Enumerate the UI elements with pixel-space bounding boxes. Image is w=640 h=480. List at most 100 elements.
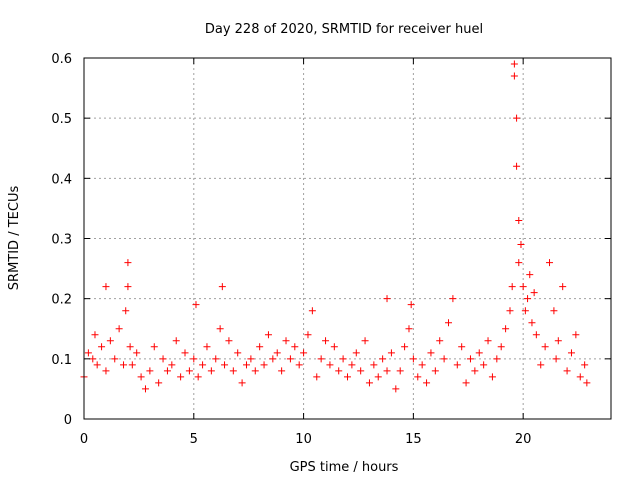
data-point: [506, 307, 514, 315]
data-point: [462, 379, 470, 387]
data-point: [115, 325, 123, 333]
data-point: [126, 343, 134, 351]
data-point: [572, 331, 580, 339]
data-point: [102, 367, 110, 375]
data-point: [163, 367, 171, 375]
data-point: [273, 349, 281, 357]
data-point: [89, 355, 97, 363]
data-point: [423, 379, 431, 387]
data-point: [207, 367, 215, 375]
data-point: [526, 271, 534, 279]
data-point: [229, 367, 237, 375]
axis-ticks: 0 0.1 0.2 0.3 0.4 0.5 0.6 0 5 10 15 20: [51, 52, 611, 447]
data-point: [521, 307, 529, 315]
data-point: [480, 361, 488, 369]
data-point: [466, 355, 474, 363]
x-tick-label: 20: [515, 432, 532, 447]
data-point: [387, 349, 395, 357]
data-point: [513, 162, 521, 170]
data-point: [102, 283, 110, 291]
data-point: [225, 337, 233, 345]
data-point: [407, 301, 415, 309]
data-point: [352, 349, 360, 357]
data-point: [155, 379, 163, 387]
data-point: [475, 349, 483, 357]
data-point: [308, 307, 316, 315]
data-point: [530, 289, 538, 297]
data-point: [445, 319, 453, 327]
data-point: [427, 349, 435, 357]
data-point: [84, 349, 92, 357]
data-point: [141, 385, 149, 393]
chart-title: Day 228 of 2020, SRMTID for receiver hue…: [205, 22, 483, 37]
data-point: [291, 343, 299, 351]
data-point: [300, 349, 308, 357]
data-point: [515, 216, 523, 224]
data-point: [339, 355, 347, 363]
data-point: [295, 361, 303, 369]
data-point: [583, 379, 591, 387]
data-point: [554, 337, 562, 345]
data-point: [177, 373, 185, 381]
x-tick-label: 10: [295, 432, 312, 447]
data-point: [304, 331, 312, 339]
data-point: [216, 325, 224, 333]
data-point: [405, 325, 413, 333]
data-point: [431, 367, 439, 375]
data-point: [344, 373, 351, 381]
data-point: [322, 337, 330, 345]
data-point: [181, 349, 189, 357]
data-point: [409, 355, 417, 363]
data-point: [91, 331, 99, 339]
y-tick-label: 0.6: [51, 52, 72, 67]
y-tick-label: 0.1: [51, 353, 72, 368]
data-point: [392, 385, 400, 393]
data-point: [212, 355, 220, 363]
data-point: [552, 355, 560, 363]
data-point: [185, 367, 193, 375]
data-point: [348, 361, 356, 369]
data-point: [264, 331, 272, 339]
data-points: [80, 60, 591, 393]
data-point: [365, 379, 373, 387]
y-tick-label: 0.2: [51, 293, 72, 308]
data-point: [418, 361, 426, 369]
data-point: [199, 361, 207, 369]
y-tick-label: 0.5: [51, 112, 72, 127]
data-point: [453, 361, 461, 369]
x-tick-label: 5: [190, 432, 198, 447]
data-point: [278, 367, 286, 375]
data-point: [234, 349, 242, 357]
data-point: [172, 337, 180, 345]
data-point: [374, 373, 382, 381]
data-point: [93, 361, 101, 369]
x-tick-label: 0: [80, 432, 88, 447]
data-point: [537, 361, 545, 369]
data-point: [111, 355, 119, 363]
data-point: [122, 307, 130, 315]
data-point: [203, 343, 211, 351]
data-point: [238, 379, 246, 387]
grid-lines: [84, 58, 611, 419]
data-point: [330, 343, 338, 351]
data-point: [128, 361, 136, 369]
data-point: [124, 259, 132, 267]
data-point: [133, 349, 141, 357]
data-point: [510, 72, 518, 80]
data-point: [493, 355, 501, 363]
y-axis-label: SRMTID / TECUs: [7, 186, 22, 291]
data-point: [510, 60, 518, 68]
data-point: [497, 343, 505, 351]
data-point: [546, 259, 554, 267]
data-point: [221, 361, 229, 369]
data-point: [532, 331, 540, 339]
data-point: [150, 343, 158, 351]
data-point: [120, 361, 128, 369]
y-tick-label: 0.3: [51, 233, 72, 248]
data-point: [313, 373, 321, 381]
data-point: [440, 355, 448, 363]
data-point: [519, 283, 527, 291]
data-point: [484, 337, 492, 345]
data-point: [286, 355, 294, 363]
